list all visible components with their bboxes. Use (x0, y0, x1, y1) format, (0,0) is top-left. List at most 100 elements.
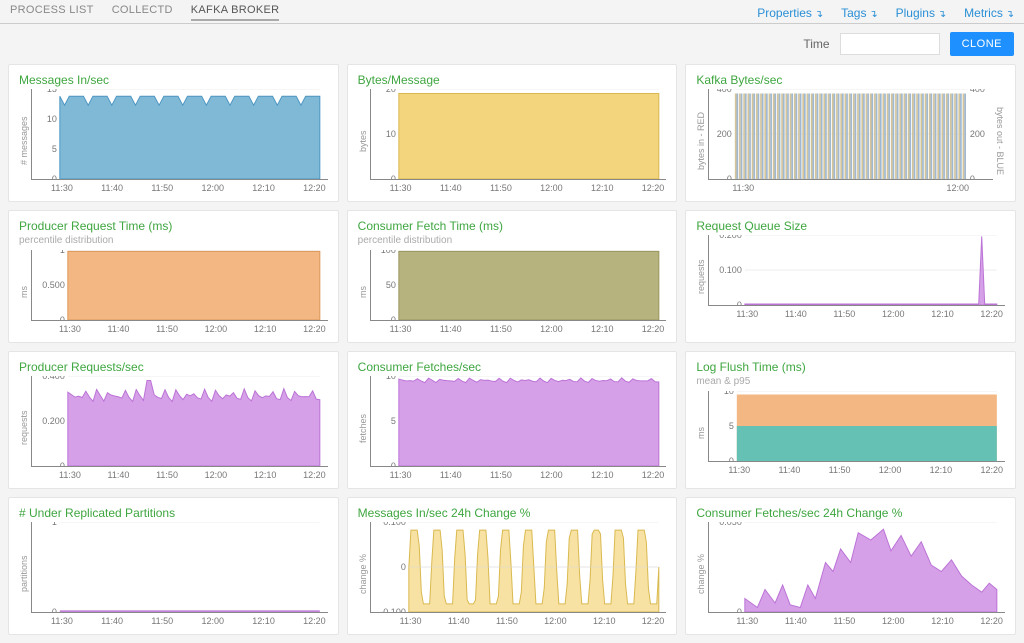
svg-text:20: 20 (385, 89, 395, 94)
panel-title: Producer Requests/sec (19, 360, 328, 374)
x-axis-ticks: 11:3011:4011:5012:0012:1012:20 (31, 470, 328, 480)
x-axis-ticks: 11:3011:4011:5012:0012:1012:20 (708, 465, 1005, 475)
chart-plot[interactable]: 0 0.050 (708, 522, 1005, 613)
svg-text:0: 0 (60, 315, 65, 320)
panel-title: Bytes/Message (358, 73, 667, 87)
svg-text:400: 400 (970, 89, 985, 94)
x-axis-ticks: 11:3011:4011:5012:0012:1012:20 (370, 183, 667, 193)
svg-text:10: 10 (385, 376, 395, 381)
panel-producer-requests-sec: Producer Requests/secrequests00.2000.400… (8, 351, 339, 489)
svg-text:5: 5 (390, 416, 395, 426)
y-axis-label: ms (696, 391, 708, 475)
panel-kafka-bytes-sec: Kafka Bytes/secbytes in - RED00200200400… (685, 64, 1016, 202)
panel-title: Messages In/sec 24h Change % (358, 506, 667, 520)
chart-plot[interactable]: 0 5 10 (370, 376, 667, 467)
svg-text:0: 0 (52, 174, 57, 179)
svg-text:15: 15 (47, 89, 57, 94)
svg-text:-0.100: -0.100 (380, 607, 406, 612)
svg-text:0: 0 (729, 456, 734, 461)
svg-text:10: 10 (47, 114, 57, 124)
panel-log-flush-time-ms-: Log Flush Time (ms)mean & p95ms051011:30… (685, 351, 1016, 489)
y-axis-label: ms (19, 250, 31, 334)
svg-text:0: 0 (390, 315, 395, 320)
panel-title: Messages In/sec (19, 73, 328, 87)
svg-text:0: 0 (737, 607, 742, 612)
time-input[interactable] (840, 33, 940, 55)
y-axis-label-right: bytes out - BLUE (993, 89, 1005, 193)
svg-text:0: 0 (970, 174, 975, 179)
svg-text:1: 1 (60, 250, 65, 255)
chart-plot[interactable]: 050100 (370, 250, 667, 321)
chart-plot[interactable]: 0 5 10 15 (31, 89, 328, 180)
y-axis-label: requests (19, 376, 31, 480)
action-row: Time CLONE (0, 24, 1024, 64)
panel-consumer-fetches-sec-24h-change-: Consumer Fetches/sec 24h Change % change … (685, 497, 1016, 635)
svg-text:5: 5 (729, 421, 734, 431)
link-properties[interactable]: Properties (757, 6, 823, 20)
panel-subtitle: mean & p95 (696, 376, 1005, 387)
svg-text:0.200: 0.200 (42, 416, 65, 426)
tab-collectd[interactable]: COLLECTD (112, 4, 173, 21)
chart-plot[interactable]: 0 0.100 0.200 (708, 235, 1005, 306)
y-axis-label: bytes (358, 89, 370, 193)
panel-title: Kafka Bytes/sec (696, 73, 1005, 87)
chart-plot[interactable]: -0.100 0 0.100 (370, 522, 667, 613)
svg-text:0: 0 (737, 300, 742, 305)
chart-grid: Messages In/sec# messages05101511:3011:4… (0, 64, 1024, 643)
x-axis-ticks: 11:3011:4011:5012:0012:1012:20 (370, 470, 667, 480)
y-axis-label: change % (358, 522, 370, 626)
panel-title: Consumer Fetches/sec (358, 360, 667, 374)
x-axis-ticks: 11:3012:00 (708, 183, 993, 193)
tab-process-list[interactable]: PROCESS LIST (10, 4, 94, 21)
tab-kafka-broker[interactable]: KAFKA BROKER (191, 4, 280, 21)
y-axis-label: # messages (19, 89, 31, 193)
panel-producer-request-time-ms-: Producer Request Time (ms)percentile dis… (8, 210, 339, 343)
svg-text:10: 10 (385, 129, 395, 139)
svg-text:5: 5 (52, 144, 57, 154)
y-axis-label: fetches (358, 376, 370, 480)
svg-text:400: 400 (717, 89, 732, 94)
x-axis-ticks: 11:3011:4011:5012:0012:1012:20 (708, 616, 1005, 626)
chart-plot[interactable]: 0 0.500 1 (31, 250, 328, 321)
svg-text:200: 200 (970, 129, 985, 139)
panel-title: Consumer Fetch Time (ms) (358, 219, 667, 233)
panel-bytes-message: Bytes/Message bytes 0 10 20 11:3011:4011:5012… (347, 64, 678, 202)
link-plugins[interactable]: Plugins (896, 6, 947, 20)
panel-request-queue-size: Request Queue Sizerequests00.1000.20011:… (685, 210, 1016, 343)
time-label: Time (803, 37, 829, 51)
svg-text:0: 0 (390, 461, 395, 466)
panel-title: Log Flush Time (ms) (696, 360, 1005, 374)
svg-text:0: 0 (727, 174, 732, 179)
svg-text:0.100: 0.100 (720, 265, 743, 275)
x-axis-ticks: 11:3011:4011:5012:0012:1012:20 (370, 616, 667, 626)
svg-text:0.050: 0.050 (720, 522, 743, 527)
panel-subtitle: percentile distribution (358, 235, 667, 246)
x-axis-ticks: 11:3011:4011:5012:0012:1012:20 (31, 183, 328, 193)
chart-plot[interactable]: 0 10 20 (370, 89, 667, 180)
link-metrics[interactable]: Metrics (964, 6, 1014, 20)
link-tags[interactable]: Tags (841, 6, 878, 20)
nav-tabs: PROCESS LIST COLLECTD KAFKA BROKER (10, 4, 279, 21)
svg-text:0.200: 0.200 (720, 235, 743, 240)
chart-plot[interactable]: 0510 (708, 391, 1005, 462)
y-axis-label: partitions (19, 522, 31, 626)
topbar: PROCESS LIST COLLECTD KAFKA BROKER Propert… (0, 0, 1024, 24)
panel-title: Consumer Fetches/sec 24h Change % (696, 506, 1005, 520)
svg-text:100: 100 (380, 250, 395, 255)
chart-plot[interactable]: 01 (31, 522, 328, 613)
chart-plot[interactable]: 00.2000.400 (31, 376, 328, 467)
svg-text:0: 0 (390, 174, 395, 179)
svg-text:0: 0 (400, 562, 405, 572)
svg-text:0.100: 0.100 (383, 522, 406, 527)
svg-text:0.500: 0.500 (42, 280, 65, 290)
panel-consumer-fetches-sec: Consumer Fetches/sec fetches 0 5 10 11:3011:4… (347, 351, 678, 489)
y-axis-label: bytes in - RED (696, 89, 708, 193)
clone-button[interactable]: CLONE (950, 32, 1014, 56)
y-axis-label: change % (696, 522, 708, 626)
chart-plot[interactable]: 00200200400400 (708, 89, 993, 180)
panel-messages-in-sec-24h-change-: Messages In/sec 24h Change %change %-0.1… (347, 497, 678, 635)
x-axis-ticks: 11:3011:4011:5012:0012:1012:20 (31, 616, 328, 626)
svg-text:0.400: 0.400 (42, 376, 65, 381)
svg-text:0: 0 (52, 607, 57, 612)
panel-title: # Under Replicated Partitions (19, 506, 328, 520)
